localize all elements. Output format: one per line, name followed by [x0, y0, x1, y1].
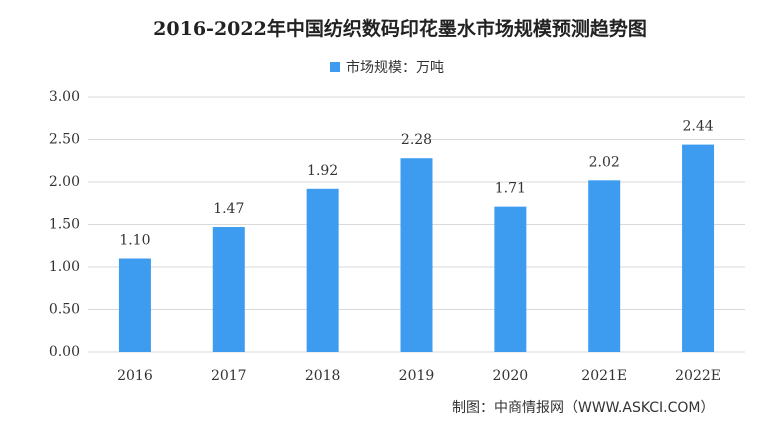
x-tick-label: 2019 — [399, 368, 435, 384]
value-label: 2.02 — [589, 154, 620, 170]
x-tick-label: 2020 — [493, 368, 529, 384]
source-note: 制图：中商情报网（WWW.ASKCI.COM） — [452, 400, 714, 416]
y-tick-label: 3.00 — [49, 89, 80, 105]
bar — [588, 180, 621, 352]
bar — [118, 258, 151, 352]
y-tick-label: 1.50 — [49, 217, 80, 233]
value-label: 1.92 — [307, 163, 338, 179]
y-tick-label: 1.00 — [49, 259, 80, 275]
y-tick-label: 2.00 — [49, 174, 80, 190]
x-tick-label: 2017 — [211, 368, 247, 384]
bar — [400, 158, 433, 352]
legend-label: 市场规模：万吨 — [346, 59, 444, 76]
x-tick-label: 2022E — [675, 368, 721, 384]
legend-swatch — [330, 62, 340, 72]
value-label: 2.28 — [401, 132, 432, 148]
chart-title: 2016-2022年中国纺织数码印花墨水市场规模预测趋势图 — [153, 17, 647, 40]
bar — [212, 227, 245, 352]
x-tick-label: 2016 — [117, 368, 153, 384]
x-tick-label: 2021E — [581, 368, 627, 384]
y-tick-label: 0.00 — [49, 344, 80, 360]
bar — [682, 144, 715, 352]
y-tick-label: 2.50 — [49, 132, 80, 148]
y-tick-label: 0.50 — [49, 302, 80, 318]
value-label: 2.44 — [682, 119, 713, 135]
x-tick-label: 2018 — [305, 368, 341, 384]
value-label: 1.47 — [213, 201, 244, 217]
bar — [306, 188, 339, 352]
value-label: 1.71 — [495, 181, 526, 197]
value-label: 1.10 — [119, 233, 150, 249]
bar — [494, 206, 527, 352]
